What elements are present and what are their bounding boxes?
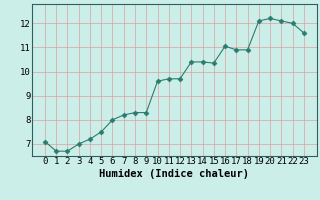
- X-axis label: Humidex (Indice chaleur): Humidex (Indice chaleur): [100, 169, 249, 179]
